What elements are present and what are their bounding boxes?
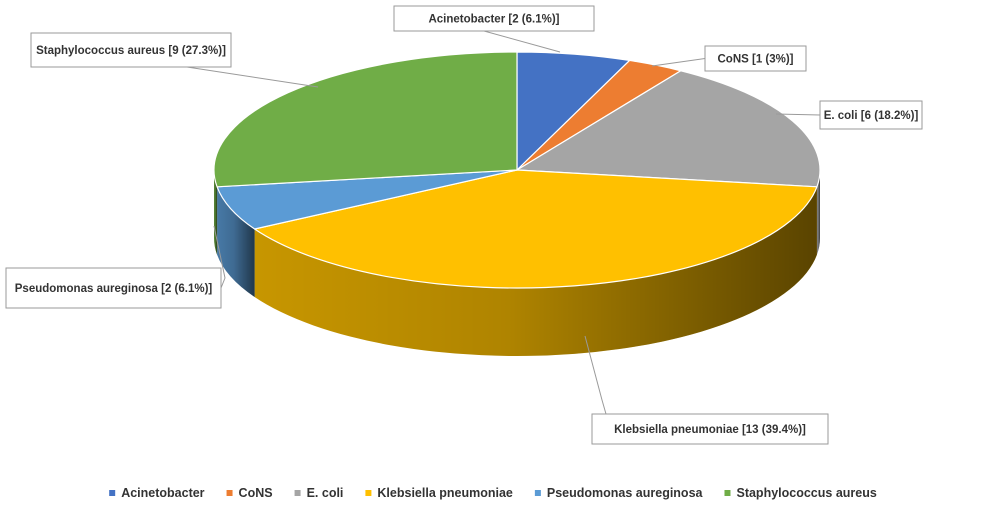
data-label-text: Pseudomonas aureginosa [2 (6.1%)] bbox=[15, 283, 213, 295]
legend-label: E. coli bbox=[307, 486, 344, 500]
legend-swatch bbox=[294, 490, 301, 496]
legend-item-e-coli: E. coli bbox=[294, 486, 344, 500]
legend-item-acinetobacter: Acinetobacter bbox=[109, 486, 205, 500]
slice-e-coli: E. coli [6 (18.2%)] bbox=[516, 70, 821, 188]
leader-line-cons bbox=[651, 58, 706, 67]
legend-swatch bbox=[365, 490, 372, 496]
data-label-text: Staphylococcus aureus [9 (27.3%)] bbox=[36, 45, 226, 57]
slice-side-shading-e-coli bbox=[816, 170, 820, 255]
data-label-staphylococcus-aureus: Staphylococcus aureus [9 (27.3%)] bbox=[30, 32, 232, 68]
data-label-box bbox=[5, 267, 222, 309]
data-label-box bbox=[591, 413, 829, 445]
legend-item-klebsiella-pneumoniae: Klebsiella pneumoniae bbox=[365, 486, 513, 500]
slice-side-shading-klebsiella-pneumoniae bbox=[254, 186, 817, 357]
legend-label: Klebsiella pneumoniae bbox=[377, 486, 513, 500]
data-label-text: CoNS [1 (3%)] bbox=[717, 54, 793, 66]
data-label-text: Acinetobacter [2 (6.1%)] bbox=[428, 14, 559, 26]
legend-swatch bbox=[109, 490, 116, 496]
legend-swatch bbox=[226, 490, 233, 496]
data-label-pseudomonas-aureginosa: Pseudomonas aureginosa [2 (6.1%)] bbox=[5, 267, 222, 309]
legend-swatch bbox=[724, 490, 731, 496]
data-label-text: E. coli [6 (18.2%)] bbox=[824, 110, 919, 122]
data-label-e-coli: E. coli [6 (18.2%)] bbox=[819, 100, 923, 130]
data-label-text: Klebsiella pneumoniae [13 (39.4%)] bbox=[614, 424, 806, 436]
legend-item-pseudomonas-aureginosa: Pseudomonas aureginosa bbox=[534, 486, 704, 500]
legend-swatch bbox=[534, 490, 541, 496]
data-label-box bbox=[30, 32, 232, 68]
data-label-box bbox=[393, 5, 595, 32]
data-label-cons: CoNS [1 (3%)] bbox=[704, 45, 807, 72]
legend-label: Pseudomonas aureginosa bbox=[547, 486, 704, 500]
data-label-box bbox=[704, 45, 807, 72]
legend-label: Acinetobacter bbox=[121, 486, 204, 500]
data-label-acinetobacter: Acinetobacter [2 (6.1%)] bbox=[393, 5, 595, 32]
slice-klebsiella-pneumoniae: Klebsiella pneumoniae [13 (39.4%)] bbox=[253, 169, 818, 289]
legend: Acinetobacter CoNS E. coli Klebsiella pneum… bbox=[109, 486, 877, 500]
leader-line-klebsiella-pneumoniae bbox=[584, 335, 607, 415]
legend-label: CoNS bbox=[239, 486, 273, 500]
legend-item-cons: CoNS bbox=[226, 486, 273, 500]
leader-line-staphylococcus-aureus bbox=[186, 66, 319, 88]
slice-staphylococcus-aureus: Staphylococcus aureus [9 (27.3%)] bbox=[213, 51, 518, 188]
legend-item-staphylococcus-aureus: Staphylococcus aureus bbox=[724, 486, 877, 500]
leader-line-e-coli bbox=[775, 113, 821, 116]
leader-line-pseudomonas-aureginosa bbox=[213, 225, 226, 289]
slice-side-shading-staphylococcus-aureus bbox=[214, 170, 218, 255]
data-label-klebsiella-pneumoniae: Klebsiella pneumoniae [13 (39.4%)] bbox=[591, 413, 829, 445]
legend-label: Staphylococcus aureus bbox=[736, 486, 876, 500]
leader-line-acinetobacter bbox=[483, 30, 561, 53]
slice-side-shading-pseudomonas-aureginosa bbox=[217, 186, 255, 297]
data-label-box bbox=[819, 100, 923, 130]
